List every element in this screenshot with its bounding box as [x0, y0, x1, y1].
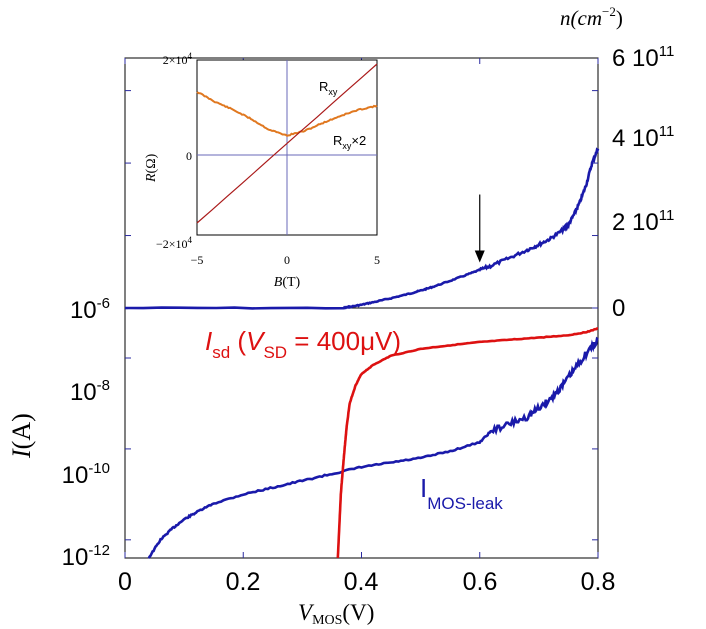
inset-rxx-label: Rxy×2: [333, 133, 366, 151]
density-curve: [124, 147, 600, 310]
right-tick-4e11: 4 1011: [612, 123, 674, 152]
inset-x-label: B(T): [274, 275, 301, 290]
x-tick-2: 0.4: [344, 568, 379, 596]
inset-x-tick-0: 0: [284, 253, 290, 267]
isd-label: Isd (VSD = 400μV): [205, 326, 401, 362]
x-axis-label-unit: (V): [342, 600, 374, 625]
y-tick-labels: 10-6 10-8 10-10 10-12: [62, 295, 110, 571]
x-axis-label-main: V: [298, 600, 315, 625]
right-tick-labels: 6 1011 4 1011 2 1011 0: [612, 43, 674, 322]
x-axis-label-sub: MOS: [312, 613, 342, 628]
x-tick-4: 0.8: [581, 568, 616, 596]
y-tick-e-6: 10-6: [70, 295, 110, 324]
x-tick-3: 0.6: [463, 568, 498, 596]
inset-y-tick-2e4: 2×104: [163, 51, 193, 67]
inset-rxx-curve: [196, 91, 378, 137]
right-tick-2e11: 2 1011: [612, 207, 674, 236]
x-tick-labels: 0 0.2 0.4 0.6 0.8: [118, 568, 615, 596]
inset-y-label: R(Ω): [144, 153, 159, 183]
x-axis-label: VMOS(V): [298, 600, 374, 628]
y-axis-label: I(A): [7, 413, 36, 459]
x-tick-0: 0: [118, 568, 132, 596]
inset-x-tick-5: 5: [374, 253, 380, 267]
inset-rxy-label: Rxy: [319, 79, 338, 97]
arrow-head: [474, 250, 485, 263]
y-tick-e-8: 10-8: [70, 377, 110, 406]
main-axis-ticks: [124, 58, 599, 558]
inset-x-tick-m5: −5: [191, 253, 204, 267]
y-tick-e-10: 10-10: [62, 460, 110, 489]
leak-label: IMOS-leak: [420, 473, 503, 513]
right-axis-label: n(cm−2): [560, 4, 623, 30]
leak-current-curve: [147, 336, 599, 559]
right-tick-6e11: 6 1011: [612, 43, 674, 72]
sd-current-curve: [336, 327, 598, 558]
inset-y-tick-m2e4: −2×104: [156, 235, 193, 251]
y-tick-e-12: 10-12: [62, 542, 110, 571]
inset-plot: 2×104 0 −2×104 −5 0 5 B(T) R(Ω) Rxy Rxy×…: [144, 51, 380, 290]
right-tick-0: 0: [612, 295, 625, 322]
arrow-annotation: [474, 194, 485, 263]
x-tick-1: 0.2: [226, 568, 261, 596]
inset-y-tick-0: 0: [186, 149, 192, 163]
inset-rxy-curve: [196, 63, 378, 224]
